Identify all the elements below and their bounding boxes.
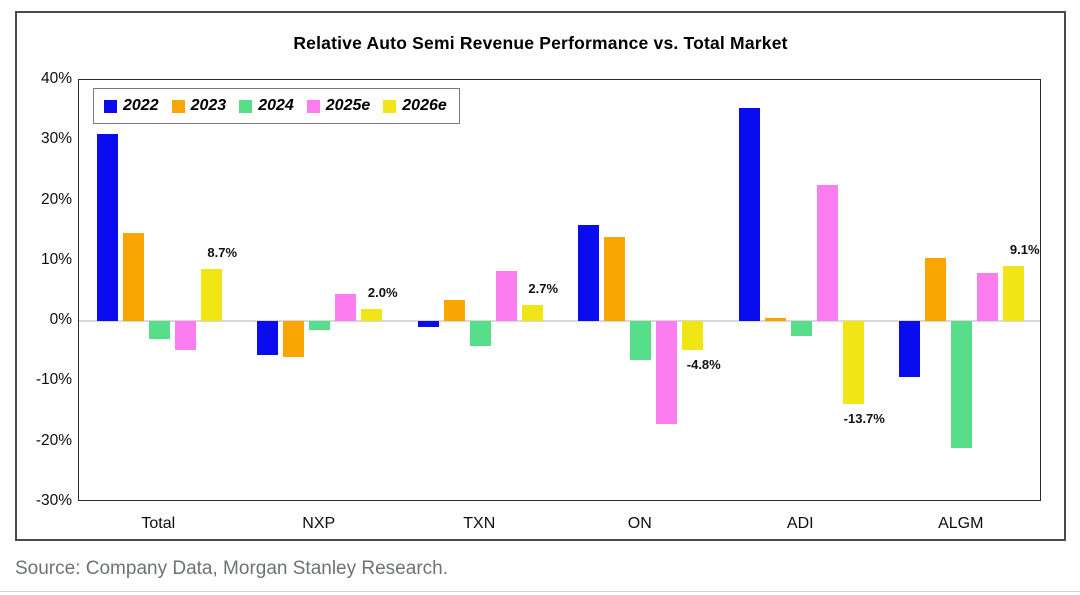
legend: 2022 2023 2024 2025e 2026e xyxy=(93,88,460,124)
zero-gridline xyxy=(79,320,1040,322)
bar-ADI-2025e xyxy=(816,184,838,322)
x-category-label-TXN: TXN xyxy=(463,515,496,532)
bar-ALGM-2026e xyxy=(1003,266,1025,322)
y-tick-label-40: 40% xyxy=(40,70,72,87)
bar-TXN-2024 xyxy=(469,321,491,346)
data-label-TXN-2026e: 2.7% xyxy=(528,280,559,296)
bar-ON-2024 xyxy=(630,321,652,361)
y-tick-label-30: 30% xyxy=(40,130,72,148)
legend-label-2022: 2022 xyxy=(123,97,159,114)
bar-TXN-2026e xyxy=(521,304,543,322)
bar-Total-2025e xyxy=(174,321,196,351)
legend-label-2025e: 2025e xyxy=(325,97,371,114)
x-category-label-ADI: ADI xyxy=(786,515,814,532)
bar-Total-2023 xyxy=(122,232,144,322)
legend-swatch-icon-2023 xyxy=(171,99,185,113)
legend-label-2023: 2023 xyxy=(190,97,227,114)
legend-item-2026e: 2026e xyxy=(383,97,447,115)
y-tick-label-10: 10% xyxy=(40,250,72,268)
legend-label-2026e: 2026e xyxy=(402,97,447,114)
x-category-label-Total: Total xyxy=(141,515,176,532)
bar-Total-2024 xyxy=(148,321,170,339)
bar-ON-2022 xyxy=(578,224,600,322)
bar-ADI-2026e xyxy=(842,321,864,404)
legend-swatch-icon-2025e xyxy=(306,99,320,113)
bar-ADI-2022 xyxy=(738,108,760,322)
bar-ALGM-2022 xyxy=(899,321,921,378)
bar-Total-2026e xyxy=(200,268,222,322)
legend-swatch-icon-2022 xyxy=(104,99,117,113)
legend-item-2024: 2024 xyxy=(239,97,294,115)
bar-NXP-2025e xyxy=(335,294,357,322)
bar-ON-2026e xyxy=(682,321,704,351)
legend-item-2022: 2022 xyxy=(104,97,159,115)
bar-ON-2025e xyxy=(656,321,678,424)
bar-TXN-2023 xyxy=(443,300,465,322)
bar-ADI-2024 xyxy=(790,321,812,336)
bar-ALGM-2023 xyxy=(925,258,947,322)
legend-swatch-icon-2026e xyxy=(383,99,397,113)
data-label-ADI-2026e: -13.7% xyxy=(843,410,885,426)
chart-figure: Relative Auto Semi Revenue Performance v… xyxy=(15,11,1066,541)
bar-ALGM-2025e xyxy=(977,272,999,322)
source-attribution: Source: Company Data, Morgan Stanley Res… xyxy=(15,558,448,579)
x-category-label-NXP: NXP xyxy=(302,515,336,532)
y-tick-label--30: -30% xyxy=(35,492,72,509)
data-label-ON-2026e: -4.8% xyxy=(686,357,721,373)
bar-TXN-2025e xyxy=(495,270,517,322)
bar-ON-2023 xyxy=(604,237,626,322)
legend-label-2024: 2024 xyxy=(258,97,294,114)
data-label-Total-2026e: 8.7% xyxy=(207,244,238,260)
bar-ALGM-2024 xyxy=(951,321,973,449)
bar-NXP-2024 xyxy=(309,321,331,331)
x-category-label-ALGM: ALGM xyxy=(938,515,984,532)
bar-NXP-2022 xyxy=(257,321,279,355)
y-tick-label-20: 20% xyxy=(40,190,72,208)
x-category-label-ON: ON xyxy=(627,515,652,532)
y-tick-label--20: -20% xyxy=(35,431,72,449)
data-label-NXP-2026e: 2.0% xyxy=(367,285,398,301)
bar-NXP-2026e xyxy=(361,309,383,322)
bar-Total-2022 xyxy=(96,134,118,322)
y-tick-label--10: -10% xyxy=(35,371,72,389)
y-tick-label-0: 0% xyxy=(49,311,72,329)
chart-title: Relative Auto Semi Revenue Performance v… xyxy=(293,33,788,53)
data-label-ALGM-2026e: 9.1% xyxy=(1009,242,1040,258)
legend-item-2025e: 2025e xyxy=(306,97,371,115)
bar-NXP-2023 xyxy=(283,321,305,357)
plot-area: 2022 2023 2024 2025e 2026e 8.7% 2.0% 2.7% -4.8%… xyxy=(78,79,1041,501)
bar-ADI-2023 xyxy=(764,317,786,322)
legend-swatch-icon-2024 xyxy=(239,99,253,113)
legend-item-2023: 2023 xyxy=(171,97,227,115)
bar-TXN-2022 xyxy=(417,321,439,328)
page-divider xyxy=(0,591,1080,592)
